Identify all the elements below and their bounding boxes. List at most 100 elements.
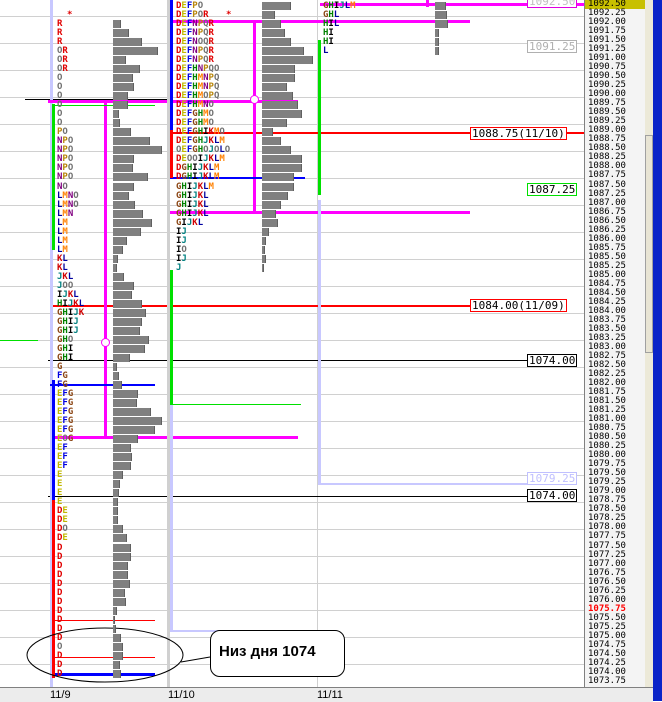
- tpo-letter: F: [62, 443, 68, 454]
- price-tick-label: 1084.75: [588, 278, 626, 289]
- price-tick-label: 1074.50: [588, 648, 626, 659]
- tpo-letter: M: [62, 217, 68, 228]
- tpo-row: OR: [57, 65, 68, 74]
- tpo-row: D: [57, 561, 62, 571]
- tpo-letter: L: [213, 154, 220, 165]
- tpo-letter: N: [67, 190, 74, 201]
- tpo-row: GHIJKL: [176, 209, 209, 219]
- tpo-letter: O: [203, 145, 209, 156]
- price-tick-label: 1080.75: [588, 423, 626, 434]
- tpo-row: DEFHMNPQ: [176, 74, 219, 83]
- tpo-letter: G: [67, 425, 74, 436]
- tpo-letter: O: [57, 82, 63, 93]
- value-area-line: [170, 20, 470, 23]
- tpo-letter: O: [57, 100, 63, 111]
- price-tick-label: 1087.00: [588, 197, 626, 208]
- tpo-letter: D: [176, 136, 182, 147]
- tpo-letter: N: [192, 37, 198, 48]
- tpo-letter: J: [339, 1, 345, 11]
- level-label-1074-00-lower: 1074.00: [527, 489, 578, 502]
- tpo-letter: H: [181, 181, 187, 192]
- tpo-letter: O: [197, 1, 204, 11]
- tpo-row: O: [57, 74, 62, 83]
- tpo-row: EFG: [57, 399, 73, 408]
- tpo-letter: O: [67, 136, 74, 147]
- tpo-row: L: [323, 47, 328, 56]
- tpo-row: HIL: [323, 20, 339, 29]
- tpo-letter: R: [57, 19, 63, 30]
- price-tick-label: 1086.50: [588, 215, 626, 226]
- price-tick-label: 1080.25: [588, 441, 626, 452]
- tpo-letter: P: [62, 172, 68, 183]
- volume-bar: [113, 525, 123, 534]
- tpo-letter: J: [181, 226, 187, 237]
- tpo-row: D: [57, 552, 62, 562]
- tpo-letter: I: [186, 181, 193, 192]
- price-tick-label: 1087.50: [588, 179, 626, 190]
- price-tick-label: 1089.75: [588, 98, 626, 109]
- tpo-letter: G: [176, 181, 182, 192]
- tpo-row: EFG: [57, 390, 73, 399]
- tpo-letter: L: [57, 190, 63, 201]
- gridline: [0, 286, 584, 287]
- tpo-letter: J: [73, 307, 79, 318]
- volume-bar: [113, 200, 135, 209]
- annotation-callout: Низ дня 1074: [210, 630, 345, 677]
- tpo-letter: G: [57, 352, 63, 363]
- price-tick-label: 1087.75: [588, 170, 626, 181]
- price-tick-label: 1078.25: [588, 513, 626, 524]
- tpo-letter: R: [203, 10, 209, 21]
- tpo-letter: Q: [203, 46, 209, 57]
- tpo-letter: O: [181, 244, 187, 255]
- ib-line-green: [52, 104, 55, 250]
- tpo-letter: M: [62, 244, 68, 255]
- tpo-letter: H: [57, 298, 63, 309]
- tpo-letter: M: [219, 154, 225, 165]
- tpo-row: E: [57, 489, 62, 498]
- tpo-letter: M: [62, 235, 68, 246]
- ib-line-green: [170, 404, 301, 405]
- volume-bar: [113, 669, 121, 678]
- volume-bar: [435, 11, 447, 20]
- tpo-letter: L: [62, 262, 68, 273]
- tpo-letter: E: [57, 470, 63, 481]
- tpo-letter: L: [57, 217, 63, 228]
- price-tick-label: 1084.50: [588, 287, 626, 298]
- volume-bar: [113, 29, 129, 38]
- tpo-row: PO: [57, 128, 68, 137]
- tpo-letter: D: [57, 515, 63, 526]
- tpo-letter: E: [181, 109, 187, 120]
- tpo-letter: I: [328, 19, 334, 30]
- ib-line-blue: [170, 0, 173, 132]
- tpo-row: EFG: [57, 417, 73, 426]
- volume-bar: [113, 435, 138, 444]
- volume-bar: [113, 453, 132, 462]
- volume-bar: [113, 480, 120, 489]
- tpo-letter: E: [57, 407, 63, 418]
- tpo-letter: K: [208, 154, 214, 165]
- tpo-row: D: [57, 633, 62, 643]
- tpo-letter: G: [192, 118, 198, 129]
- tpo-letter: K: [203, 172, 209, 183]
- volume-bar: [113, 615, 115, 624]
- tpo-letter: E: [57, 389, 63, 400]
- tpo-letter: Q: [213, 82, 220, 93]
- tpo-letter: I: [192, 172, 198, 183]
- tpo-row: E: [57, 471, 62, 480]
- price-tick-label: 1082.50: [588, 360, 626, 370]
- price-tick-label: 1089.00: [588, 125, 626, 136]
- volume-bar: [113, 209, 143, 218]
- gridline: [0, 205, 584, 206]
- volume-bar: [262, 101, 298, 110]
- volume-bar: [262, 236, 266, 245]
- price-tick-label: 1080.50: [588, 432, 626, 443]
- tpo-letter: L: [57, 226, 63, 237]
- volume-bar: [113, 110, 119, 119]
- tpo-letter: R: [62, 46, 68, 57]
- scrollbar-thumb[interactable]: [645, 135, 653, 353]
- tpo-row: IJ: [176, 226, 187, 237]
- tpo-letter: I: [181, 217, 187, 228]
- volume-bar: [113, 606, 117, 615]
- tpo-row: NPO: [57, 146, 73, 155]
- tpo-letter: E: [181, 145, 187, 156]
